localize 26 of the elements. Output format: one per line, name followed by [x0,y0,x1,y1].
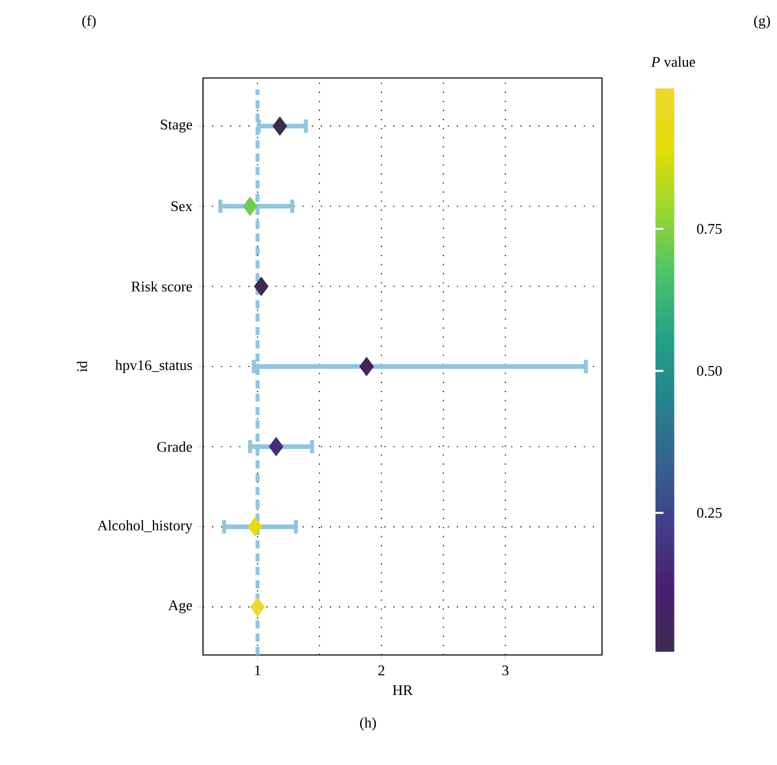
y-tick-label: Risk score [131,281,192,292]
y-tick-label: Stage [160,120,192,133]
y-tick-label: Sex [172,201,192,212]
color-bar-label: 0.25 [697,508,722,518]
x-axis-title: HR [392,685,413,695]
text: (h) [360,717,376,731]
point [250,597,265,617]
x-tick-label: 1 [255,665,260,676]
point [272,116,288,136]
y-tick-label: Age [168,600,192,614]
y-axis-title: id [76,360,88,372]
point [242,196,258,216]
x-tick-label: 2 [378,665,384,676]
color-bar-label: 0.50 [697,366,722,376]
point [359,356,374,376]
y-tick-label: Alcohol_history [97,520,192,534]
y-tick-label: Grade [157,441,192,452]
x-tick-label: 3 [502,665,508,676]
text: (f) [82,15,96,29]
text: (g) [754,15,770,29]
color-bar-title: P value [651,56,696,67]
y-tick-label: hpv16_status [115,360,192,374]
color-bar-label: 0.75 [697,224,722,234]
point [248,517,262,536]
point [254,276,269,296]
point [268,437,284,456]
